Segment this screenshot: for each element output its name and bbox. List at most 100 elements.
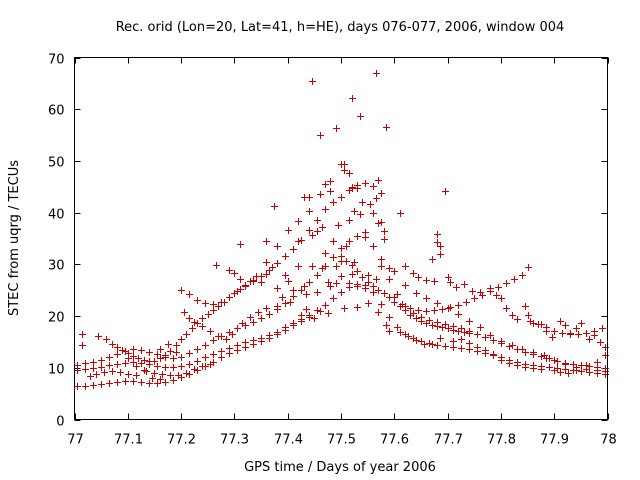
data-point <box>477 289 484 296</box>
data-point <box>599 325 606 332</box>
x-tick-label: 77.7 <box>434 433 463 448</box>
data-point <box>407 305 414 312</box>
data-point <box>378 190 385 197</box>
data-point <box>290 322 297 329</box>
data-point <box>455 328 462 335</box>
data-point <box>178 336 185 343</box>
data-point <box>383 322 390 329</box>
data-point <box>226 267 233 274</box>
data-point <box>141 367 148 374</box>
data-point <box>162 354 169 361</box>
data-point <box>493 292 500 299</box>
data-point <box>269 264 276 271</box>
data-point <box>370 183 377 190</box>
data-point <box>381 290 388 297</box>
data-point <box>354 185 361 192</box>
data-point <box>95 333 102 340</box>
data-point <box>114 379 121 386</box>
data-point <box>373 70 380 77</box>
data-point <box>391 268 398 275</box>
data-point <box>157 376 164 383</box>
data-point <box>455 302 462 309</box>
y-axis-label: STEC from uqrg / TECUs <box>7 160 22 316</box>
data-point <box>415 307 422 314</box>
data-point <box>522 349 529 356</box>
data-point <box>357 211 364 218</box>
data-point <box>565 370 572 377</box>
data-point <box>466 330 473 337</box>
data-point <box>458 345 465 352</box>
data-point <box>290 246 297 253</box>
data-point <box>413 290 420 297</box>
data-point <box>319 224 326 231</box>
data-point <box>506 360 513 367</box>
data-point <box>431 278 438 285</box>
data-point <box>330 254 337 261</box>
data-point <box>365 279 372 286</box>
data-point <box>125 371 132 378</box>
data-point <box>375 220 382 227</box>
data-point <box>298 318 305 325</box>
data-point <box>370 289 377 296</box>
data-point <box>109 341 116 348</box>
data-point <box>506 343 513 350</box>
data-point <box>285 278 292 285</box>
data-point <box>135 355 142 362</box>
data-point <box>306 194 313 201</box>
data-point <box>213 262 220 269</box>
x-tick-label: 77.9 <box>540 433 569 448</box>
data-point <box>207 361 214 368</box>
data-point <box>170 377 177 384</box>
data-point <box>98 381 105 388</box>
data-point <box>327 188 334 195</box>
data-point <box>583 362 590 369</box>
data-point <box>90 365 97 372</box>
data-point <box>413 315 420 322</box>
data-point <box>327 178 334 185</box>
data-point <box>255 309 262 316</box>
data-point <box>170 364 177 371</box>
data-point <box>186 315 193 322</box>
data-point <box>597 339 604 346</box>
data-point <box>202 300 209 307</box>
data-point <box>578 368 585 375</box>
data-point <box>509 312 516 319</box>
data-point <box>82 383 89 390</box>
data-point <box>375 177 382 184</box>
data-point <box>93 371 100 378</box>
data-point <box>191 366 198 373</box>
data-point <box>133 363 140 370</box>
data-point <box>487 285 494 292</box>
data-point <box>525 264 532 271</box>
data-point <box>559 330 566 337</box>
data-point <box>490 351 497 358</box>
data-point <box>154 351 161 358</box>
data-point <box>303 291 310 298</box>
data-point <box>495 284 502 291</box>
data-point <box>487 332 494 339</box>
data-point <box>357 113 364 120</box>
data-point <box>573 325 580 332</box>
data-point <box>79 331 86 338</box>
data-point <box>445 274 452 281</box>
data-point <box>138 360 145 367</box>
data-point <box>458 325 465 332</box>
data-point <box>413 337 420 344</box>
data-point <box>282 300 289 307</box>
data-point <box>450 327 457 334</box>
data-point <box>90 382 97 389</box>
data-point <box>210 301 217 308</box>
data-point <box>237 276 244 283</box>
data-point <box>437 243 444 250</box>
data-point <box>266 311 273 318</box>
data-point <box>250 319 257 326</box>
data-point <box>178 287 185 294</box>
data-point <box>186 371 193 378</box>
data-point <box>354 304 361 311</box>
data-point <box>466 340 473 347</box>
data-point <box>557 369 564 376</box>
data-point <box>365 272 372 279</box>
data-point <box>194 297 201 304</box>
data-point <box>450 338 457 345</box>
data-point <box>274 260 281 267</box>
